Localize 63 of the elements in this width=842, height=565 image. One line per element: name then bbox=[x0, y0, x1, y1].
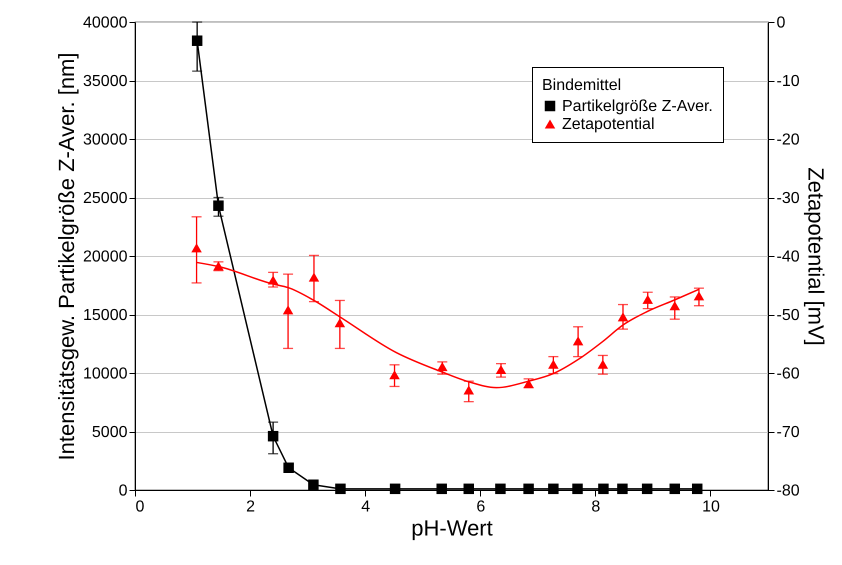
x-tick-label: 10 bbox=[702, 498, 720, 516]
point bbox=[618, 312, 628, 322]
x-tick-label: 2 bbox=[246, 498, 256, 516]
point bbox=[692, 484, 702, 494]
point bbox=[308, 479, 319, 490]
point bbox=[572, 484, 583, 494]
legend-title: Bindemittel bbox=[542, 77, 622, 94]
point bbox=[464, 484, 474, 494]
point bbox=[334, 318, 346, 328]
x-tick-label: 4 bbox=[361, 498, 370, 516]
point bbox=[390, 484, 400, 494]
point bbox=[617, 484, 628, 494]
y2-tick-label: -40 bbox=[776, 248, 800, 266]
point bbox=[191, 243, 202, 252]
y2-tick-label: -10 bbox=[776, 73, 800, 90]
x-tick-label: 6 bbox=[476, 498, 486, 516]
point bbox=[548, 484, 559, 494]
x-tick-label: 0 bbox=[136, 498, 144, 516]
y-tick-label: 20000 bbox=[83, 248, 128, 266]
point bbox=[335, 484, 346, 494]
point bbox=[464, 385, 474, 395]
point bbox=[598, 360, 608, 369]
point bbox=[523, 484, 534, 494]
y2-tick-label: -70 bbox=[776, 424, 800, 441]
legend-label: Zetapotential bbox=[562, 116, 655, 133]
y2-tick-label: -20 bbox=[776, 132, 800, 148]
point bbox=[598, 484, 609, 494]
y-tick-label: 5000 bbox=[92, 424, 128, 441]
point bbox=[670, 484, 680, 494]
point bbox=[213, 200, 224, 211]
point bbox=[548, 360, 559, 369]
point bbox=[308, 272, 320, 282]
y-tick-label: 0 bbox=[118, 482, 128, 500]
y2-tick-label: -30 bbox=[776, 190, 800, 207]
point bbox=[694, 291, 704, 300]
y-tick-label: 10000 bbox=[83, 366, 128, 382]
point bbox=[436, 484, 447, 494]
point bbox=[495, 484, 506, 494]
x-axis-title: pH-Wert bbox=[411, 516, 493, 540]
legend-label: Partikelgröße Z-Aver. bbox=[562, 98, 713, 115]
point bbox=[268, 430, 278, 442]
point bbox=[642, 294, 653, 304]
point bbox=[642, 484, 652, 494]
y-tick-label: 15000 bbox=[83, 307, 128, 324]
y2-axis-title: Zetapotential [mV] bbox=[804, 167, 829, 346]
point bbox=[670, 301, 680, 310]
y2-tick-label: 0 bbox=[776, 14, 786, 32]
point bbox=[496, 364, 506, 374]
x-tick-label: 8 bbox=[591, 498, 600, 516]
y2-tick-label: -50 bbox=[776, 307, 800, 324]
point bbox=[572, 336, 584, 346]
y2-tick-label: -80 bbox=[776, 482, 800, 500]
point bbox=[283, 462, 294, 474]
point bbox=[437, 362, 448, 372]
y-tick-label: 25000 bbox=[83, 190, 128, 207]
y-tick-label: 40000 bbox=[83, 14, 128, 32]
y-tick-label: 35000 bbox=[83, 73, 128, 90]
point bbox=[282, 305, 294, 314]
point bbox=[192, 35, 202, 46]
y-axis-title: Intensitätsgew. Partikelgröße Z-Aver. [nm] bbox=[54, 52, 80, 460]
y-tick-label: 30000 bbox=[83, 132, 128, 148]
point bbox=[389, 370, 400, 380]
y2-tick-label: -60 bbox=[776, 366, 800, 382]
